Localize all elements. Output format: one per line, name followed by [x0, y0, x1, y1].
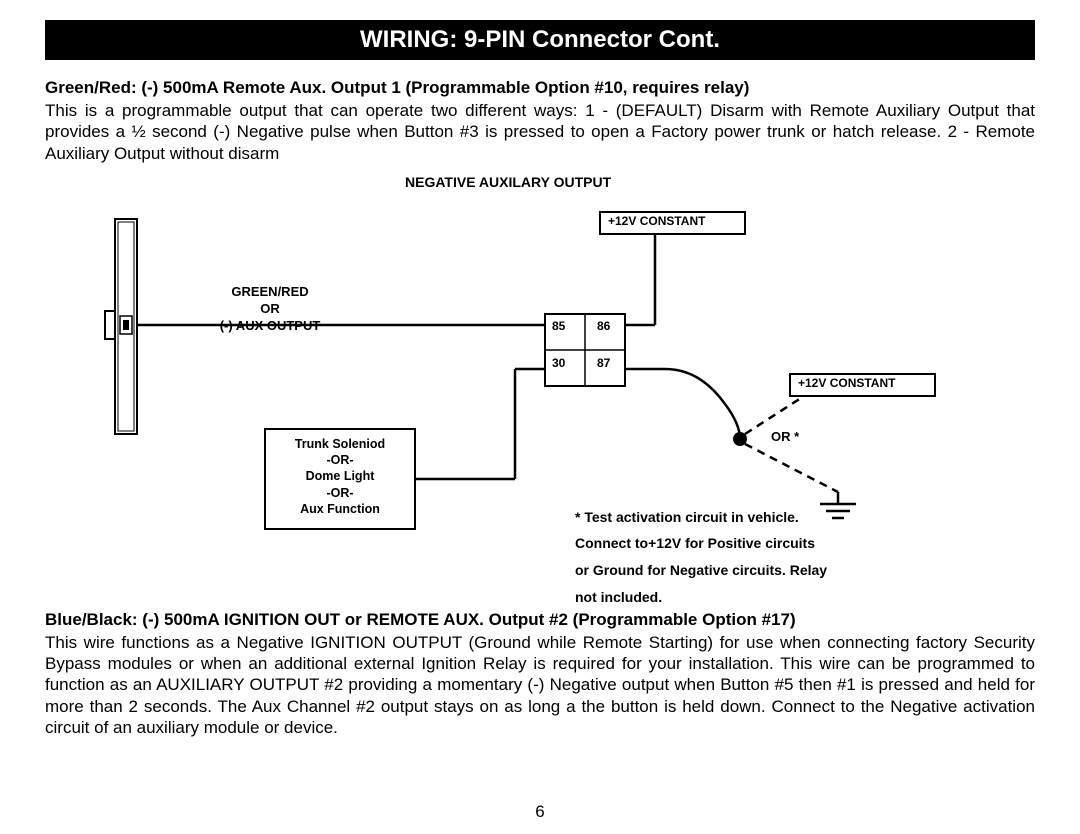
relay-87: 87 — [597, 356, 610, 370]
v12-top-label: +12V CONSTANT — [608, 214, 705, 228]
header-title: WIRING: 9-PIN Connector Cont. — [360, 26, 720, 53]
wire-label-3: (-) AUX OUTPUT — [200, 318, 340, 335]
dev-l1: Trunk Soleniod — [273, 436, 407, 452]
section2-body: This wire functions as a Negative IGNITI… — [45, 632, 1035, 738]
note-l2: Connect to+12V for Positive circuits — [575, 530, 827, 557]
section2-heading: Blue/Black: (-) 500mA IGNITION OUT or RE… — [45, 610, 1035, 630]
wire-label: GREEN/RED OR (-) AUX OUTPUT — [200, 284, 340, 335]
dev-l3: Dome Light — [273, 468, 407, 484]
relay-85: 85 — [552, 319, 565, 333]
diagram-note: * Test activation circuit in vehicle. Co… — [575, 504, 827, 610]
v12-right-label: +12V CONSTANT — [798, 376, 895, 390]
note-l4: not included. — [575, 584, 827, 611]
wiring-diagram: NEGATIVE AUXILARY OUTPUT — [45, 174, 1035, 604]
or-star: OR * — [771, 429, 799, 446]
wire-label-1: GREEN/RED — [200, 284, 340, 301]
dev-l4: -OR- — [273, 485, 407, 501]
relay-30: 30 — [552, 356, 565, 370]
header-bar: WIRING: 9-PIN Connector Cont. — [45, 20, 1035, 60]
device-box-text: Trunk Soleniod -OR- Dome Light -OR- Aux … — [273, 436, 407, 517]
wire-label-2: OR — [200, 301, 340, 318]
note-l3: or Ground for Negative circuits. Relay — [575, 557, 827, 584]
section1-body: This is a programmable output that can o… — [45, 100, 1035, 164]
dev-l5: Aux Function — [273, 501, 407, 517]
page-number: 6 — [0, 802, 1080, 822]
section1-heading: Green/Red: (-) 500mA Remote Aux. Output … — [45, 78, 1035, 98]
dev-l2: -OR- — [273, 452, 407, 468]
note-l1: * Test activation circuit in vehicle. — [575, 504, 827, 531]
relay-86: 86 — [597, 319, 610, 333]
